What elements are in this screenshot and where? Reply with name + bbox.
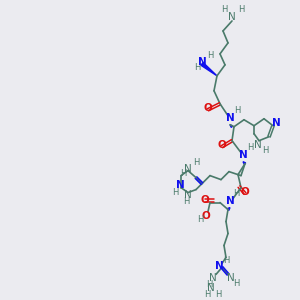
Polygon shape bbox=[230, 125, 233, 128]
Text: H: H bbox=[233, 279, 239, 288]
Text: H: H bbox=[221, 5, 227, 14]
Text: H: H bbox=[215, 290, 221, 299]
Text: H: H bbox=[223, 256, 229, 265]
Text: O: O bbox=[218, 140, 226, 150]
Text: N: N bbox=[227, 273, 235, 284]
Text: N: N bbox=[226, 113, 234, 123]
Text: N: N bbox=[254, 140, 262, 150]
Text: O: O bbox=[204, 103, 212, 113]
Text: H: H bbox=[207, 51, 213, 60]
Text: H: H bbox=[194, 63, 200, 72]
Text: N: N bbox=[238, 150, 247, 160]
Polygon shape bbox=[227, 208, 230, 210]
Text: O: O bbox=[201, 195, 209, 205]
Text: H: H bbox=[180, 169, 186, 178]
Text: N: N bbox=[184, 164, 192, 174]
Text: H: H bbox=[234, 106, 240, 115]
Text: H: H bbox=[238, 5, 244, 14]
Text: H: H bbox=[233, 189, 239, 198]
Text: H: H bbox=[183, 197, 189, 206]
Text: N: N bbox=[209, 273, 217, 284]
Text: N: N bbox=[228, 12, 236, 22]
Text: H: H bbox=[204, 290, 210, 299]
Text: H: H bbox=[172, 188, 178, 197]
Text: O: O bbox=[241, 187, 249, 196]
Text: H: H bbox=[247, 143, 253, 152]
Text: H: H bbox=[262, 146, 268, 155]
Text: O: O bbox=[202, 211, 210, 220]
Text: N: N bbox=[184, 190, 192, 200]
Polygon shape bbox=[201, 62, 217, 76]
Text: N: N bbox=[207, 284, 215, 293]
Text: N: N bbox=[226, 196, 234, 206]
Text: H: H bbox=[206, 280, 212, 289]
Text: H: H bbox=[193, 158, 199, 167]
Text: H: H bbox=[197, 215, 203, 224]
Polygon shape bbox=[243, 162, 246, 164]
Text: N: N bbox=[176, 180, 184, 190]
Text: N: N bbox=[214, 261, 224, 272]
Text: N: N bbox=[272, 118, 280, 128]
Text: N: N bbox=[198, 57, 206, 67]
